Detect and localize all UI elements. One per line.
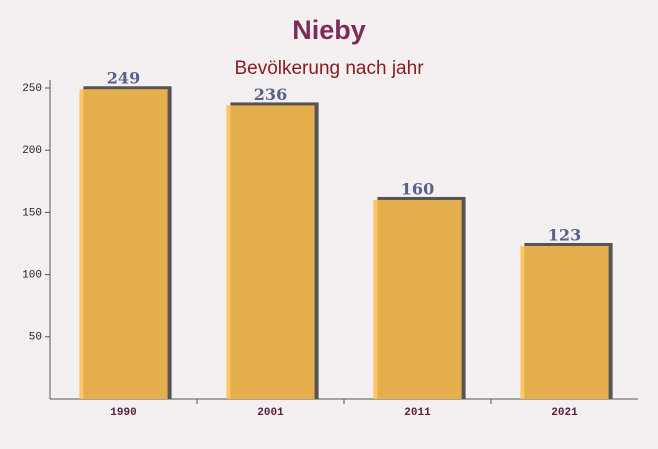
y-tick-label: 50 <box>29 332 42 344</box>
value-label: 123 <box>548 225 581 244</box>
y-tick-label: 200 <box>22 145 42 157</box>
y-tick-label: 250 <box>22 83 42 95</box>
chart-title: Nieby <box>292 15 366 45</box>
x-tick-label: 2011 <box>404 407 431 419</box>
bar <box>226 105 315 399</box>
value-label: 236 <box>254 85 287 104</box>
x-tick-label: 1990 <box>110 407 136 419</box>
bar <box>520 245 609 399</box>
value-label: 160 <box>401 179 434 198</box>
bar <box>79 89 168 399</box>
bar <box>373 199 462 399</box>
y-tick-label: 100 <box>22 270 42 282</box>
x-tick-label: 2021 <box>551 407 578 419</box>
y-tick-label: 150 <box>22 207 42 219</box>
x-tick-label: 2001 <box>257 407 284 419</box>
value-label: 249 <box>107 69 140 88</box>
chart-subtitle: Bevölkerung nach jahr <box>234 58 424 79</box>
